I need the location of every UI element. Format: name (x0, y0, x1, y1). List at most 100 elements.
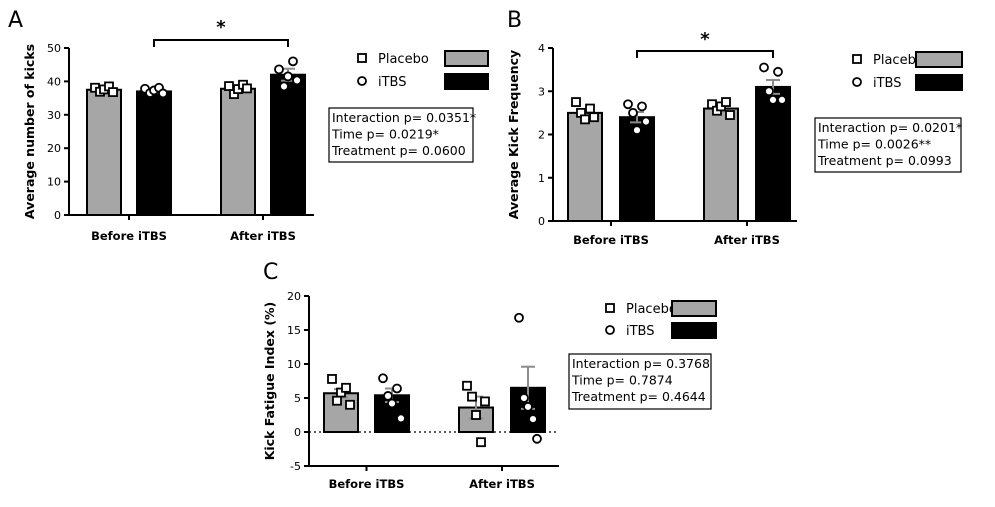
data-point-circle (632, 125, 642, 136)
data-point-square (242, 83, 252, 94)
data-point-circle (383, 391, 393, 401)
y-tick-label: 50 (47, 42, 61, 55)
y-tick-label: 20 (47, 142, 61, 155)
data-point-square (108, 87, 118, 97)
data-point-circle (637, 101, 647, 112)
y-axis-title: Kick Fatigue Index (%) (262, 302, 277, 461)
legend-label: iTBS (626, 324, 655, 339)
bracket-line (153, 39, 289, 47)
x-category-label: Before iTBS (573, 233, 649, 247)
y-tick-label: 10 (287, 358, 301, 371)
legend-label: Placebo (378, 52, 429, 67)
stats-line: Time p= 0.0026** (817, 137, 931, 152)
y-axis-title: Average Kick Frequency (506, 50, 521, 219)
significance-star: * (700, 29, 710, 50)
data-point-circle (292, 75, 302, 86)
y-tick-label: 1 (538, 172, 545, 185)
stats-box: Interaction p= 0.3768 Time p= 0.7874Treat… (568, 353, 712, 410)
data-point-circle (279, 81, 289, 92)
y-tick-label: 4 (538, 42, 545, 55)
data-point-square (480, 396, 490, 407)
data-point-circle (777, 95, 787, 105)
y-tick-label: 0 (294, 426, 301, 439)
data-point-circle (773, 66, 783, 77)
data-point-square (345, 399, 355, 410)
legend-marker-circle (852, 77, 862, 87)
x-category-label: After iTBS (714, 233, 780, 247)
legend-label: iTBS (873, 76, 902, 91)
legend-label: Placebo (873, 53, 924, 68)
data-point-square (341, 382, 351, 393)
data-point-circle (641, 116, 651, 127)
data-point-circle (392, 383, 402, 394)
y-tick-label: 2 (538, 129, 545, 142)
stats-line: Time p= 0.0219* (331, 127, 439, 142)
x-category-label: Before iTBS (329, 477, 405, 491)
y-tick-label: 15 (287, 324, 301, 337)
stats-box: Interaction p= 0.0351* Time p= 0.0219*Tre… (328, 107, 476, 163)
legend-marker-circle (605, 325, 615, 335)
bar-placebo-1 (703, 107, 739, 222)
y-axis-title: Average number of kicks (22, 44, 37, 219)
stats-line: Interaction p= 0.0201* (818, 120, 962, 135)
data-point-circle (759, 62, 769, 73)
data-point-square (476, 437, 486, 448)
stats-box-border (814, 117, 962, 173)
data-point-square (580, 114, 590, 125)
legend-swatch (444, 50, 489, 67)
stats-line: Treatment p= 0.0993 (817, 153, 952, 168)
y-tick-label: -5 (290, 460, 301, 473)
stats-line: Time p= 0.7874 (571, 373, 673, 388)
data-point-square (725, 110, 735, 120)
data-point-square (467, 391, 477, 402)
legend-marker-square (852, 54, 862, 64)
legend: Placebo iTBS (357, 50, 489, 90)
bar-placebo-1 (220, 87, 256, 216)
y-tick-label: 40 (47, 75, 61, 88)
panel-letter: C (263, 260, 278, 285)
y-tick-label: 0 (538, 215, 545, 228)
stats-line: Treatment p= 0.0600 (331, 143, 466, 158)
data-point-circle (768, 95, 778, 105)
data-point-circle (396, 413, 406, 424)
data-point-square (707, 99, 717, 110)
legend: Placebo iTBS (852, 51, 963, 91)
legend: Placebo iTBS (605, 300, 717, 339)
data-point-circle (532, 433, 542, 444)
data-point-circle (378, 373, 388, 384)
legend-marker-square (357, 53, 367, 63)
legend-marker-square (605, 303, 615, 313)
data-point-circle (523, 401, 533, 412)
data-point-circle (158, 88, 168, 99)
data-point-circle (387, 398, 397, 409)
data-point-circle (519, 393, 529, 403)
legend-label: iTBS (378, 75, 407, 90)
data-point-circle (764, 86, 774, 97)
bar-itbs-0 (136, 90, 172, 216)
panel-B: B Average Kick Frequency 0 1 2 3 4 Before iTBS A… (506, 8, 963, 247)
data-point-circle (288, 56, 298, 67)
legend-swatch (671, 322, 717, 339)
stats-line: Interaction p= 0.3768 (572, 356, 710, 371)
bracket-line (636, 50, 774, 58)
x-category-label: Before iTBS (91, 229, 167, 243)
data-point-circle (628, 107, 638, 118)
data-point-square (471, 410, 481, 420)
significance-star: * (216, 17, 226, 38)
panel-C: C Kick Fatigue Index (%) -5 0 5 10 15 20 Before … (262, 260, 717, 491)
data-point-square (462, 380, 472, 391)
panel-A: A Average number of kicks 0 10 20 30 40 50 Befor… (8, 8, 489, 243)
bar-placebo-0 (86, 88, 122, 216)
panel-letter: A (8, 8, 23, 33)
panel-letter: B (507, 8, 522, 33)
legend-marker-circle (357, 76, 367, 86)
stats-box-border (568, 353, 712, 410)
data-point-square (589, 112, 599, 123)
data-point-circle (528, 414, 538, 424)
data-point-square (571, 97, 581, 107)
y-tick-label: 5 (294, 392, 301, 405)
stats-line: Treatment p= 0.4644 (571, 389, 706, 404)
y-tick-label: 30 (47, 109, 61, 122)
significance-bracket: * (153, 17, 289, 47)
bar-itbs-1 (270, 73, 306, 216)
